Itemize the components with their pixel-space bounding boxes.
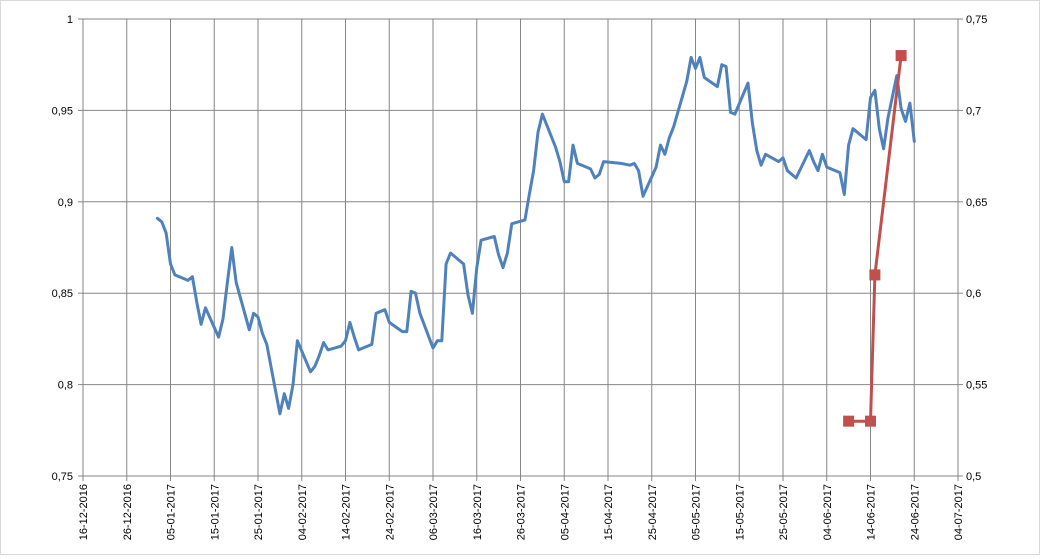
x-tick-label: 05-04-2017 bbox=[559, 484, 571, 540]
x-tick-label: 24-02-2017 bbox=[384, 484, 396, 540]
x-tick-label: 25-05-2017 bbox=[778, 484, 790, 540]
data-point bbox=[843, 415, 855, 427]
y-left-tick-label: 0,8 bbox=[58, 380, 73, 392]
gridlines bbox=[82, 18, 959, 477]
data-point bbox=[895, 50, 907, 62]
y-left-tick-label: 0,95 bbox=[52, 105, 73, 117]
x-tick-label: 26-03-2017 bbox=[516, 484, 528, 540]
x-tick-label: 26-12-2016 bbox=[122, 484, 134, 540]
y-left-tick-label: 1 bbox=[67, 14, 73, 26]
y-right-tick-label: 0,6 bbox=[966, 288, 981, 300]
tick-labels: 0,75 0,5 0,8 0,55 0,85 0,6 0,9 0,65 0,95 0,7 1 0,75… bbox=[52, 14, 988, 540]
axes bbox=[78, 18, 963, 481]
x-tick-label: 04-02-2017 bbox=[297, 484, 309, 540]
series-1 bbox=[155, 55, 916, 416]
x-tick-label: 05-01-2017 bbox=[166, 484, 178, 540]
y-right-tick-label: 0,7 bbox=[966, 105, 981, 117]
x-tick-label: 14-06-2017 bbox=[866, 484, 878, 540]
series-line bbox=[155, 55, 916, 416]
y-left-tick-label: 0,75 bbox=[52, 471, 73, 483]
series-line bbox=[847, 54, 903, 423]
x-tick-label: 14-02-2017 bbox=[341, 484, 353, 540]
data-point bbox=[869, 269, 881, 281]
x-tick-label: 15-04-2017 bbox=[603, 484, 615, 540]
x-tick-label: 04-07-2017 bbox=[953, 484, 965, 540]
x-tick-label: 04-06-2017 bbox=[822, 484, 834, 540]
series-2 bbox=[843, 50, 907, 427]
x-tick-label: 16-12-2016 bbox=[78, 484, 90, 540]
y-right-tick-label: 0,65 bbox=[966, 197, 987, 209]
x-tick-label: 05-05-2017 bbox=[691, 484, 703, 540]
x-tick-label: 15-01-2017 bbox=[209, 484, 221, 540]
x-tick-label: 25-01-2017 bbox=[253, 484, 265, 540]
y-right-tick-label: 0,5 bbox=[966, 471, 981, 483]
y-left-tick-label: 0,9 bbox=[58, 197, 73, 209]
y-right-tick-label: 0,75 bbox=[966, 14, 987, 26]
x-tick-label: 16-03-2017 bbox=[472, 484, 484, 540]
x-tick-label: 24-06-2017 bbox=[909, 484, 921, 540]
x-tick-label: 15-05-2017 bbox=[734, 484, 746, 540]
series bbox=[155, 50, 916, 427]
x-tick-label: 06-03-2017 bbox=[428, 484, 440, 540]
y-right-tick-label: 0,55 bbox=[966, 380, 987, 392]
x-tick-label: 25-04-2017 bbox=[647, 484, 659, 540]
data-point bbox=[865, 415, 876, 427]
y-left-tick-label: 0,85 bbox=[52, 288, 73, 300]
